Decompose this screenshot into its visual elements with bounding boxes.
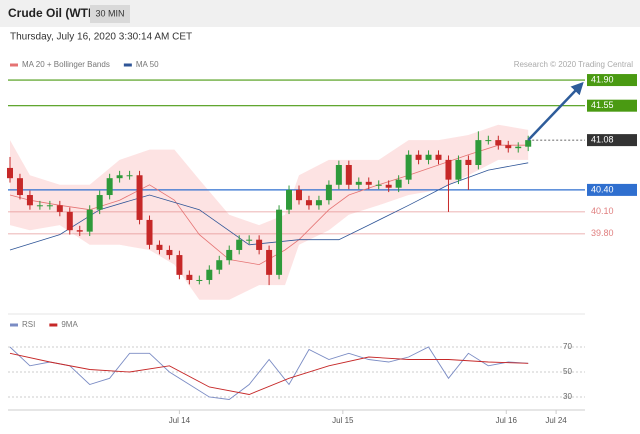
line-series [9,346,529,400]
candle-body [475,140,482,166]
candle-body [46,205,53,207]
candle-body [455,159,462,180]
level-label: 41.55 [591,100,614,110]
candle-body [166,249,173,256]
projection-arrow [527,81,584,141]
candle-body [106,178,113,196]
candle-body [266,249,273,275]
candle-body [505,145,512,149]
candle-body [256,239,263,250]
x-tick-label: Jul 16 [496,416,518,425]
line-series [9,352,529,395]
candle-body [26,195,33,206]
candle-body [445,159,452,180]
candle-body [515,146,522,149]
candle-body [315,200,322,206]
level-label: 41.08 [591,134,614,144]
legend-swatch [10,323,18,327]
candle-body [246,239,253,241]
x-tick-label: Jul 14 [169,416,191,425]
candle-body [305,200,312,206]
instrument-title: Crude Oil (WTI) [8,6,95,20]
legend-swatch [123,63,132,67]
candle-body [335,165,342,185]
candle-body [365,181,372,185]
legend-swatch [49,323,58,327]
level-label: 39.80 [591,228,614,238]
legend-label: RSI [22,320,35,329]
timeframe[interactable]: 30 MIN [95,8,124,18]
candle-body [76,230,83,232]
candle-body [385,184,392,188]
candle-body [96,195,103,210]
candle-body [226,249,233,261]
bollinger-band [10,124,529,300]
level-label: 40.40 [591,184,614,194]
x-tick-label: Jul 24 [545,416,567,425]
candle-body [485,140,492,142]
candle-body [216,260,223,270]
candle-body [56,205,63,212]
candle-body [295,189,302,201]
candle-body [6,167,13,179]
candle-body [375,184,382,186]
candle-body [186,274,193,280]
legend-label: MA 20 + Bollinger Bands [22,60,110,69]
candle-body [395,179,402,188]
candle-body [435,154,442,160]
candle-body [495,140,502,146]
candle-body [425,154,432,160]
level-box [587,74,637,87]
candle-body [16,178,23,196]
candle-body [126,175,133,177]
level-box [587,99,637,112]
candle-body [136,175,143,220]
candle-body [86,209,93,232]
y-tick-label: 30 [563,392,572,401]
legend-label: MA 50 [136,60,159,69]
candle-body [116,175,123,179]
credit: Research © 2020 Trading Central [514,60,634,69]
y-tick-label: 70 [563,342,572,351]
y-tick-label: 50 [563,367,572,376]
candle-body [146,219,153,245]
candle-body [355,181,362,185]
legend-swatch [10,63,18,67]
candle-body [276,209,283,275]
legend-label: 9MA [61,320,78,329]
candle-body [66,211,73,231]
candle-body [325,184,332,201]
level-label: 41.90 [591,74,614,84]
candle-body [176,255,183,275]
candle-body [36,205,43,207]
timestamp: Thursday, July 16, 2020 3:30:14 AM CET [10,32,192,43]
candle-body [286,189,293,210]
candle-body [236,239,243,250]
level-label: 40.10 [591,206,614,216]
candle-body [196,279,203,281]
x-tick-label: Jul 15 [332,416,354,425]
candle-body [415,154,422,160]
candle-body [525,140,532,147]
candle-body [465,159,472,166]
candle-body [206,269,213,280]
candle-body [405,154,412,180]
level-box [587,183,637,196]
candle-body [156,244,163,250]
candle-body [345,165,352,185]
level-box [587,134,637,147]
timeframe-badge[interactable] [90,5,130,23]
